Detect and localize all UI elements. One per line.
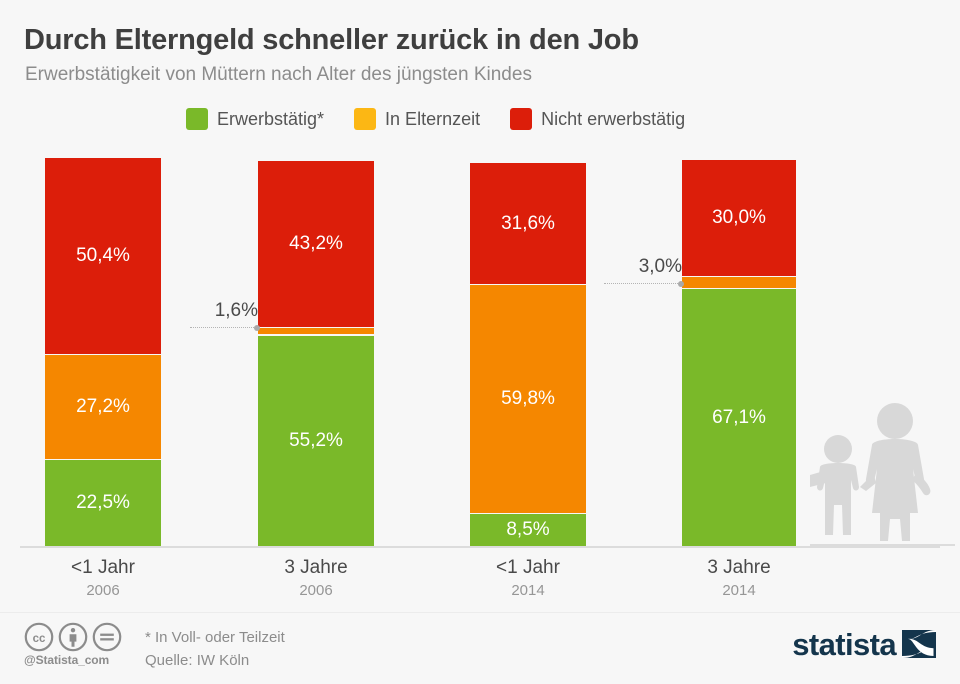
segment-value-label: 30,0% <box>712 206 766 228</box>
legend-item-2[interactable]: In Elternzeit <box>354 108 480 130</box>
no-derivatives-icon <box>92 622 122 652</box>
bar-2-segment-in-elternzeit[interactable]: 1,6% <box>258 328 374 335</box>
bar-2-segment-erwerbstaetig[interactable]: 55,2% <box>258 335 374 546</box>
x-tick-sublabel: 2014 <box>511 582 545 599</box>
statista-logo[interactable]: statista <box>792 628 936 660</box>
axis-baseline <box>20 546 940 548</box>
page-title: Durch Elterngeld schneller zurück in den… <box>24 24 639 56</box>
segment-value-label: 8,5% <box>506 518 550 540</box>
page-subtitle: Erwerbstätigkeit von Müttern nach Alter … <box>25 64 532 85</box>
statista-handle: @Statista_com <box>24 653 110 667</box>
attribution-icon <box>58 622 88 652</box>
segment-value-label: 31,6% <box>501 212 555 234</box>
callout-leader-dot <box>678 280 684 287</box>
callout-leader-line <box>190 324 260 331</box>
x-tick-label: 3 Jahre <box>707 557 771 578</box>
segment-value-label: 27,2% <box>76 395 130 417</box>
x-tick-sublabel: 2006 <box>86 582 120 599</box>
statista-mark-icon <box>902 630 936 658</box>
creative-commons-block[interactable]: cc @Statista_com <box>24 622 144 667</box>
callout-leader-line <box>604 280 684 287</box>
segment-value-label: 43,2% <box>289 233 343 255</box>
stacked-bar-3[interactable]: 31,6% 59,8% 8,5% <box>470 163 586 546</box>
bar-4-segment-in-elternzeit[interactable]: 3,0% <box>682 276 796 289</box>
creative-commons-icons: cc <box>24 622 144 652</box>
segment-value-label: 67,1% <box>712 406 766 428</box>
footer-divider <box>0 612 960 613</box>
segment-value-label: 59,8% <box>501 388 555 409</box>
segment-value-label: 22,5% <box>76 492 130 514</box>
mother-and-child-silhouette-icon <box>810 403 955 546</box>
bar-1-segment-erwerbstaetig[interactable]: 22,5% <box>45 460 161 546</box>
statista-wordmark: statista <box>792 626 896 662</box>
footnote-text: * In Voll- oder Teilzeit <box>145 629 285 646</box>
legend-item-label: In Elternzeit <box>385 108 481 129</box>
callout-label: 1,6% <box>214 300 258 321</box>
bar-4-segment-nicht-erwerbstaetig[interactable]: 30,0% <box>682 160 796 276</box>
square-swatch-red <box>510 108 533 130</box>
x-axis-tick-2: 3 Jahre 2006 <box>258 556 374 602</box>
footnotes: * In Voll- oder Teilzeit Quelle: IW Köln <box>145 626 285 672</box>
callout-1-6-percent: 1,6% <box>190 296 260 331</box>
bar-1-segment-in-elternzeit[interactable]: 27,2% <box>45 354 161 460</box>
x-tick-label: 3 Jahre <box>284 557 348 578</box>
source-text: Quelle: IW Köln <box>145 652 250 669</box>
stacked-bar-2[interactable]: 43,2% 1,6% 55,2% <box>258 161 374 546</box>
square-swatch-green <box>186 108 208 130</box>
legend-item-1[interactable]: Erwerbstätig* <box>186 108 324 130</box>
bar-4-segment-erwerbstaetig[interactable]: 67,1% <box>682 289 796 546</box>
bar-3-segment-in-elternzeit[interactable]: 59,8% <box>470 285 586 513</box>
bar-2-segment-nicht-erwerbstaetig[interactable]: 43,2% <box>258 161 374 328</box>
stacked-bar-1[interactable]: 50,4% 27,2% 22,5% <box>45 158 161 546</box>
x-axis-tick-1: <1 Jahr 2006 <box>45 556 161 602</box>
bar-3-segment-nicht-erwerbstaetig[interactable]: 31,6% <box>470 163 586 284</box>
bar-1-segment-nicht-erwerbstaetig[interactable]: 50,4% <box>45 158 161 354</box>
square-swatch-amber <box>354 108 377 130</box>
legend-item-label: Nicht erwerbstätig <box>541 108 686 129</box>
x-tick-label: <1 Jahr <box>71 557 135 578</box>
x-axis-tick-3: <1 Jahr 2014 <box>470 556 586 602</box>
chart-legend: Erwerbstätig* In Elternzeit Nicht erwerbst… <box>186 108 685 130</box>
x-tick-sublabel: 2006 <box>299 582 333 599</box>
segment-value-label: 55,2% <box>289 429 343 451</box>
legend-item-label: Erwerbstätig* <box>217 108 325 129</box>
callout-3-0-percent: 3,0% <box>604 252 684 287</box>
creative-commons-icon: cc <box>24 622 54 652</box>
callout-leader-dot <box>254 324 260 331</box>
bar-3-segment-erwerbstaetig[interactable]: 8,5% <box>470 513 586 546</box>
segment-value-label: 50,4% <box>76 244 130 266</box>
svg-text:cc: cc <box>33 633 46 645</box>
x-tick-label: <1 Jahr <box>496 557 560 578</box>
x-axis-tick-4: 3 Jahre 2014 <box>682 556 796 602</box>
stacked-bar-4[interactable]: 30,0% 3,0% 67,1% <box>682 160 796 546</box>
callout-label: 3,0% <box>638 256 682 277</box>
legend-item-3[interactable]: Nicht erwerbstätig <box>510 108 685 130</box>
x-tick-sublabel: 2014 <box>722 582 756 599</box>
